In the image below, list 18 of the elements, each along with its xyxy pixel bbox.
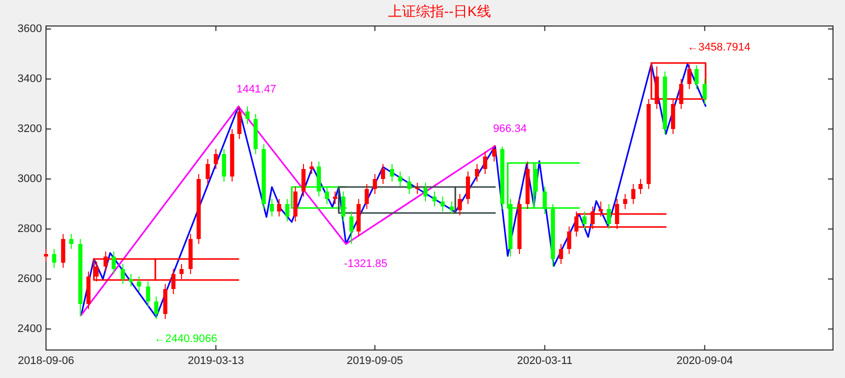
x-tick-label: 2019-03-13 (188, 355, 244, 367)
y-tick-label: 3600 (18, 22, 42, 35)
chart-title: 上证综指--日K线 (388, 3, 491, 19)
y-tick-label: 3200 (18, 122, 42, 135)
x-tick-label: 2020-09-04 (676, 355, 733, 367)
y-tick-label: 2800 (18, 222, 42, 235)
annotation: 1441.47 (236, 83, 276, 96)
y-tick-label: 2400 (18, 322, 42, 335)
x-tick-label: 2020-03-11 (517, 355, 572, 367)
annotation: 966.34 (493, 122, 527, 135)
y-tick-label: 3400 (18, 72, 42, 85)
annotation: ←2440.9066 (154, 332, 218, 345)
y-tick-label: 2600 (18, 272, 42, 285)
annotation: ←3458.7914 (687, 41, 750, 54)
x-tick-label: 2019-09-05 (346, 355, 404, 367)
x-tick-label: 2018-09-06 (18, 355, 74, 367)
annotation: -1321.85 (344, 258, 388, 270)
y-tick-label: 3000 (18, 172, 42, 185)
